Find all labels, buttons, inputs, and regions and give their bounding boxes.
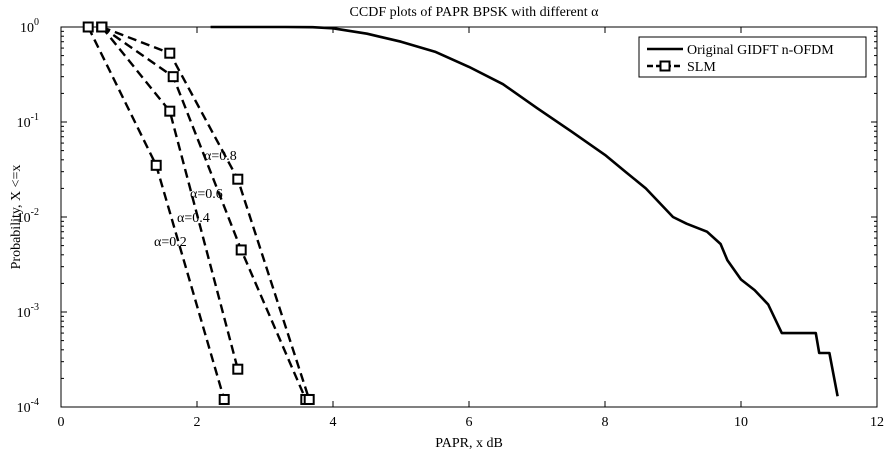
x-tick-label: 8 (602, 415, 609, 430)
slm-marker (164, 47, 176, 59)
alpha-annotation: α=0.8 (204, 149, 237, 164)
slm-marker (232, 363, 244, 375)
slm-marker (82, 21, 94, 33)
legend-label: Original GIDFT n-OFDM (687, 43, 834, 58)
axis-ticks: 0 2 4 6 8 10 12 10-4 10-3 10-2 10-1 100 (17, 17, 884, 430)
y-tick-label: 10-1 (17, 112, 39, 131)
y-tick-label: 100 (20, 17, 39, 36)
legend-label: SLM (687, 60, 716, 75)
chart-title: CCDF plots of PAPR BPSK with different α (350, 5, 600, 20)
x-tick-label: 6 (466, 415, 473, 430)
y-tick-label: 10-2 (17, 207, 39, 226)
alpha-annotation: α=0.4 (177, 211, 210, 226)
x-tick-label: 0 (58, 415, 65, 430)
slm-marker (232, 173, 244, 185)
x-axis-label: PAPR, x dB (435, 436, 503, 451)
slm-marker (164, 105, 176, 117)
slm-marker (218, 393, 230, 405)
slm-marker (303, 393, 315, 405)
slm-marker (96, 21, 108, 33)
slm-marker (167, 71, 179, 83)
x-tick-label: 10 (734, 415, 748, 430)
alpha-annotation: α=0.2 (154, 235, 187, 250)
slm-marker (150, 159, 162, 171)
y-tick-label: 10-4 (17, 397, 39, 416)
x-tick-label: 4 (330, 415, 337, 430)
x-tick-label: 2 (194, 415, 201, 430)
slm-marker (235, 244, 247, 256)
y-axis-label: Probability, X <=x (9, 165, 24, 270)
original-series-line (210, 25, 839, 397)
slm-series-line (101, 25, 311, 400)
y-tick-label: 10-3 (17, 302, 39, 321)
legend: Original GIDFT n-OFDM SLM (638, 36, 867, 78)
slm-series-line (100, 26, 239, 370)
annotations-group: α=0.2 α=0.4 α=0.6 α=0.8 (154, 149, 237, 250)
legend-box (638, 36, 867, 78)
x-tick-label: 12 (870, 415, 884, 430)
slm-series-line (101, 26, 307, 400)
series-group (82, 21, 839, 405)
alpha-annotation: α=0.6 (190, 187, 223, 202)
legend-marker (659, 60, 671, 72)
